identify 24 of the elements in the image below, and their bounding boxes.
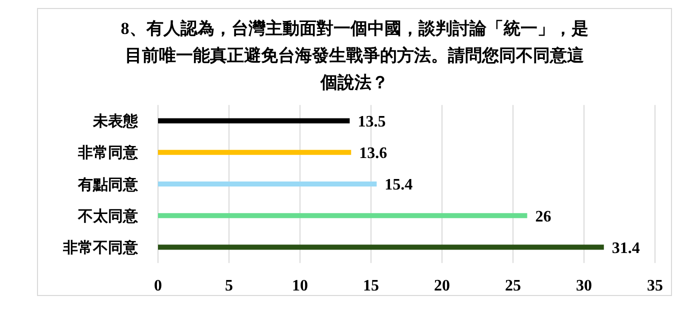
x-tick-label: 0 bbox=[154, 277, 162, 294]
data-label: 13.5 bbox=[358, 113, 386, 130]
chart-title: 8、有人認為，台灣主動面對一個中國，談判討論「統一」，是目前唯一能真正避免台海發生戰爭的方法。請問您同不同意這個說法？ bbox=[120, 18, 588, 94]
x-tick-label: 35 bbox=[647, 277, 663, 294]
data-label: 15.4 bbox=[384, 176, 413, 194]
x-tick-label: 20 bbox=[434, 277, 450, 294]
x-tick-label: 15 bbox=[363, 277, 379, 294]
y-tick-label: 未表態 bbox=[92, 113, 139, 130]
y-tick-label: 有點同意 bbox=[77, 176, 139, 194]
bar bbox=[158, 181, 377, 187]
y-tick-label: 不太同意 bbox=[77, 208, 139, 225]
y-tick-label: 非常同意 bbox=[77, 144, 139, 162]
bar bbox=[158, 213, 528, 218]
data-label: 13.6 bbox=[359, 145, 388, 162]
bar bbox=[158, 244, 604, 250]
data-label: 26 bbox=[535, 208, 552, 226]
x-tick-label: 25 bbox=[505, 277, 521, 294]
x-tick-label: 30 bbox=[576, 277, 592, 294]
x-tick-label: 5 bbox=[225, 277, 233, 294]
bar bbox=[158, 118, 350, 124]
bar bbox=[158, 150, 352, 155]
y-tick-label: 非常不同意 bbox=[62, 240, 139, 257]
data-label: 31.4 bbox=[612, 240, 640, 257]
x-tick-label: 10 bbox=[292, 277, 308, 294]
